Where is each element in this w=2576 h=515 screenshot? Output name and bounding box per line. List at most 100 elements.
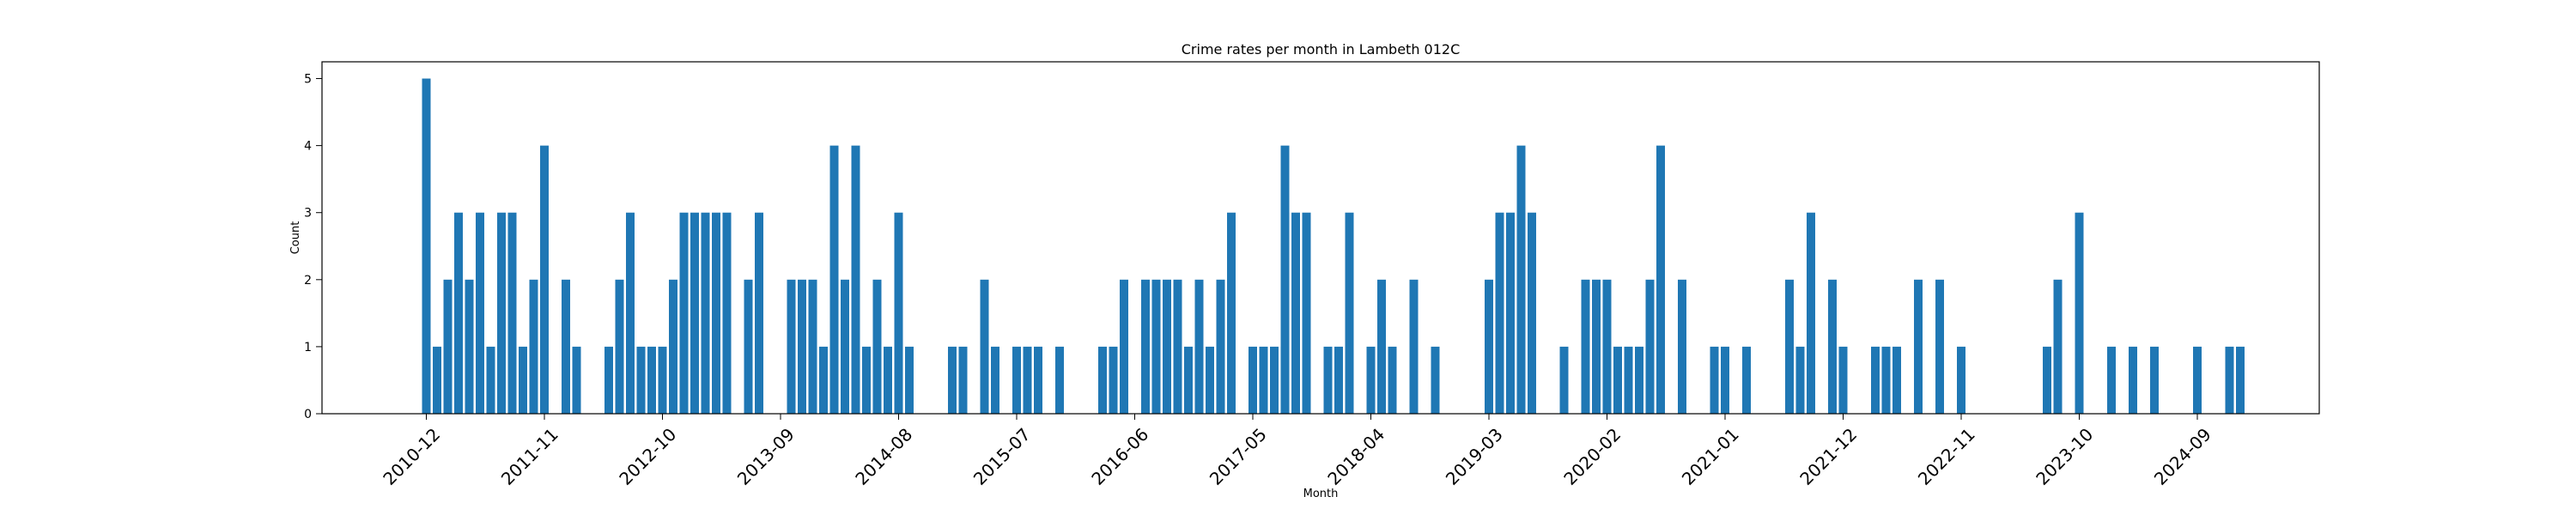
bar-2021-09 bbox=[1807, 212, 1815, 414]
bar-2011-07 bbox=[497, 212, 506, 414]
bar-2013-02 bbox=[701, 212, 710, 414]
bar-2018-08 bbox=[1409, 279, 1419, 414]
bar-2023-08 bbox=[2053, 279, 2063, 414]
bar-2012-07 bbox=[626, 212, 635, 414]
bar-2017-10 bbox=[1302, 212, 1311, 414]
x-tick-label-2022-11: 2022-11 bbox=[1914, 424, 1979, 489]
bar-2013-12 bbox=[808, 279, 817, 414]
bar-2020-03 bbox=[1613, 346, 1622, 414]
bar-2017-07 bbox=[1270, 346, 1279, 414]
bar-2018-05 bbox=[1377, 279, 1386, 414]
bar-2011-01 bbox=[433, 346, 441, 414]
bar-2012-08 bbox=[636, 346, 646, 414]
bar-2015-01 bbox=[948, 346, 957, 414]
bar-2018-04 bbox=[1366, 346, 1376, 414]
plot-frame bbox=[321, 61, 2320, 415]
bars-group bbox=[422, 78, 2245, 415]
bar-2020-05 bbox=[1635, 346, 1643, 414]
bar-2022-05 bbox=[1893, 346, 1901, 414]
bar-2011-10 bbox=[529, 279, 538, 414]
bar-2020-12 bbox=[1710, 346, 1719, 414]
bar-2017-12 bbox=[1323, 346, 1333, 414]
bar-2014-06 bbox=[872, 279, 882, 414]
y-tick-label-4: 4 bbox=[304, 140, 312, 154]
bar-2014-05 bbox=[862, 346, 871, 414]
bar-2017-08 bbox=[1280, 145, 1290, 414]
bar-2012-09 bbox=[647, 346, 656, 414]
bar-2012-05 bbox=[605, 346, 613, 414]
x-tick-label-2024-09: 2024-09 bbox=[2150, 424, 2215, 489]
bar-2020-04 bbox=[1624, 346, 1633, 414]
bar-2018-06 bbox=[1388, 346, 1397, 414]
bar-2017-09 bbox=[1291, 212, 1300, 414]
x-tick-label-2016-06: 2016-06 bbox=[1087, 424, 1152, 489]
bar-2020-06 bbox=[1645, 279, 1655, 414]
bar-2015-11 bbox=[1055, 346, 1064, 414]
bar-2016-12 bbox=[1194, 279, 1204, 414]
bar-2014-03 bbox=[841, 279, 849, 414]
bar-2019-06 bbox=[1516, 145, 1526, 414]
bar-2018-10 bbox=[1431, 346, 1440, 414]
x-tick-label-2010-12: 2010-12 bbox=[379, 424, 444, 489]
bar-2014-09 bbox=[905, 346, 914, 414]
bar-2014-08 bbox=[894, 212, 903, 414]
bar-2023-10 bbox=[2075, 212, 2084, 414]
bar-2015-05 bbox=[991, 346, 999, 414]
bar-2022-07 bbox=[1914, 279, 1923, 414]
bar-2015-07 bbox=[1012, 346, 1021, 414]
bar-2017-02 bbox=[1216, 279, 1225, 414]
bar-2012-12 bbox=[679, 212, 689, 414]
bar-2011-06 bbox=[486, 346, 495, 414]
x-axis-label: Month bbox=[1303, 488, 1339, 500]
bar-2019-10 bbox=[1559, 346, 1569, 414]
x-tick-label-2013-09: 2013-09 bbox=[733, 424, 799, 489]
bar-2013-06 bbox=[744, 279, 753, 414]
bar-2014-01 bbox=[819, 346, 828, 414]
x-tick-label-2020-02: 2020-02 bbox=[1559, 424, 1625, 489]
bar-2016-08 bbox=[1151, 279, 1161, 414]
x-tick-label-2017-05: 2017-05 bbox=[1206, 424, 1271, 489]
bar-2022-03 bbox=[1871, 346, 1880, 414]
bar-2016-10 bbox=[1173, 279, 1182, 414]
bar-2024-05 bbox=[2150, 346, 2159, 414]
bar-2013-07 bbox=[755, 212, 763, 414]
x-tick-label-2018-04: 2018-04 bbox=[1323, 424, 1388, 489]
bar-2024-01 bbox=[2107, 346, 2116, 414]
x-tick-label-2015-07: 2015-07 bbox=[969, 424, 1035, 489]
x-tick-label-2021-01: 2021-01 bbox=[1678, 424, 1743, 489]
x-tick-label-2023-10: 2023-10 bbox=[2032, 424, 2097, 489]
bar-2016-07 bbox=[1141, 279, 1150, 414]
x-tick-label-2011-11: 2011-11 bbox=[497, 424, 562, 489]
x-axis: 2010-12 2011-11 2012-10 2013-09 2014-08 2015-… bbox=[379, 414, 2215, 489]
bar-2019-07 bbox=[1528, 212, 1536, 414]
bar-2015-08 bbox=[1023, 346, 1032, 414]
bar-2016-11 bbox=[1184, 346, 1193, 414]
bar-2011-09 bbox=[519, 346, 527, 414]
bar-2011-05 bbox=[476, 212, 484, 414]
y-tick-label-1: 1 bbox=[304, 341, 312, 354]
bar-2013-04 bbox=[722, 212, 732, 414]
bar-2018-01 bbox=[1334, 346, 1343, 414]
bar-2011-03 bbox=[454, 212, 463, 414]
bar-2019-12 bbox=[1581, 279, 1590, 414]
bar-2021-01 bbox=[1721, 346, 1729, 414]
y-tick-label-2: 2 bbox=[304, 274, 312, 288]
x-tick-label-2012-10: 2012-10 bbox=[615, 424, 680, 489]
x-tick-label-2014-08: 2014-08 bbox=[851, 424, 916, 489]
bar-2014-04 bbox=[851, 145, 860, 414]
bar-2024-12 bbox=[2225, 346, 2234, 414]
bar-2014-07 bbox=[884, 346, 892, 414]
bar-2012-10 bbox=[658, 346, 667, 414]
bar-2020-01 bbox=[1592, 279, 1601, 414]
bar-2017-03 bbox=[1227, 212, 1236, 414]
bar-2021-08 bbox=[1795, 346, 1805, 414]
bar-2016-09 bbox=[1163, 279, 1171, 414]
y-tick-label-0: 0 bbox=[304, 408, 312, 421]
bar-2025-01 bbox=[2236, 346, 2245, 414]
bar-2019-05 bbox=[1506, 212, 1515, 414]
bar-2016-05 bbox=[1120, 279, 1128, 414]
bar-2017-06 bbox=[1259, 346, 1268, 414]
bar-2021-03 bbox=[1742, 346, 1751, 414]
bar-2016-04 bbox=[1109, 346, 1118, 414]
